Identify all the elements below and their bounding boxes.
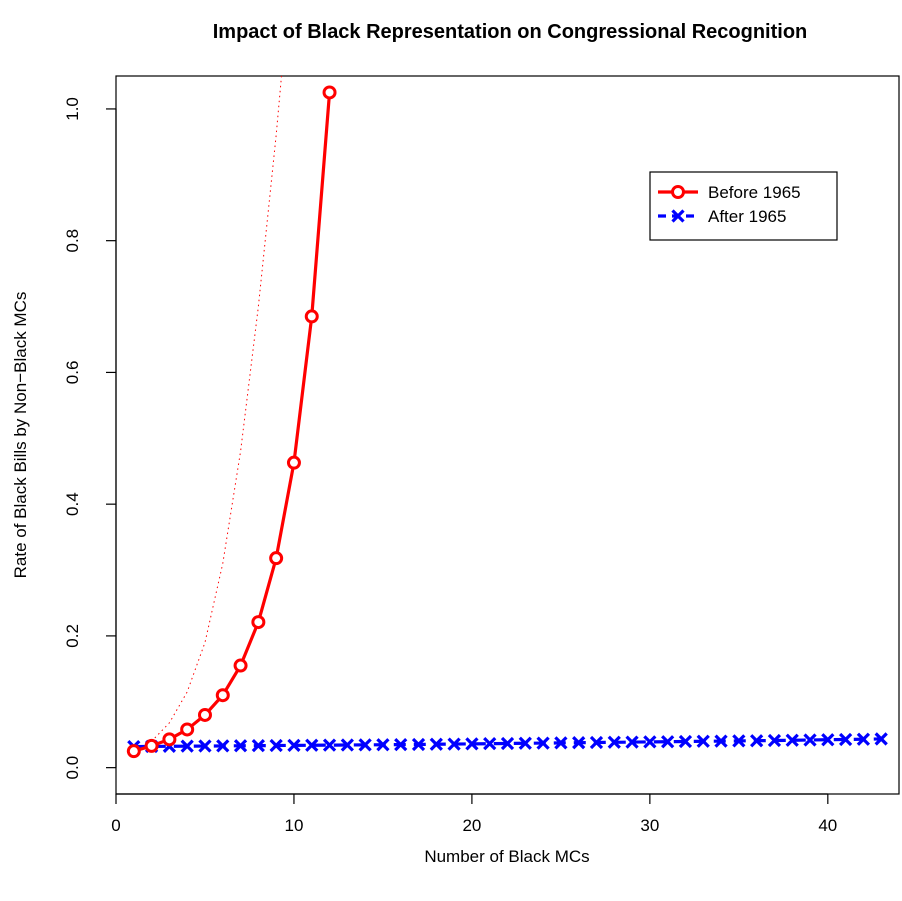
data-point — [216, 739, 230, 753]
data-point — [465, 737, 479, 751]
series-before-1965 — [126, 85, 337, 759]
data-point — [678, 734, 693, 749]
data-point — [233, 739, 248, 753]
data-point — [785, 733, 799, 747]
x-tick-label: 0 — [111, 816, 120, 835]
data-point — [696, 734, 710, 748]
data-point — [803, 733, 817, 747]
series-line — [133, 76, 282, 752]
chart-title: Impact of Black Representation on Congre… — [213, 21, 808, 43]
legend-marker — [671, 185, 685, 199]
data-point — [180, 722, 195, 737]
data-point — [322, 85, 337, 100]
data-point — [625, 735, 639, 749]
legend-box — [649, 171, 838, 241]
x-tick-label: 40 — [818, 816, 837, 835]
y-tick-label: 0.6 — [63, 361, 82, 385]
data-point — [411, 737, 426, 752]
data-point — [215, 688, 230, 703]
data-point — [269, 738, 283, 753]
data-point — [643, 735, 657, 749]
y-tick-label: 0.2 — [63, 624, 82, 648]
legend-marker — [671, 209, 685, 223]
x-axis-label: Number of Black MCs — [424, 847, 589, 866]
series-after-1965 — [127, 732, 888, 754]
data-point — [180, 739, 194, 753]
data-point — [305, 738, 319, 752]
data-point — [198, 739, 212, 753]
data-point — [838, 732, 853, 747]
y-axis-label: Rate of Black Bills by Non−Black MCs — [11, 292, 30, 579]
x-axis: 0 10 20 30 40 — [111, 793, 837, 835]
data-point — [287, 738, 301, 753]
data-point — [233, 658, 248, 673]
data-point — [340, 738, 354, 752]
legend: Before 1965 After 1965 — [649, 171, 838, 241]
legend-label: After 1965 — [708, 207, 786, 226]
y-tick-label: 1.0 — [63, 97, 82, 121]
y-tick-label: 0.0 — [63, 756, 82, 780]
data-point — [732, 734, 746, 748]
data-point — [554, 736, 568, 750]
data-point — [767, 733, 782, 748]
data-point — [269, 551, 284, 566]
data-point — [126, 744, 141, 759]
data-point — [429, 737, 443, 751]
data-point — [358, 738, 372, 752]
data-point — [500, 736, 515, 751]
data-point — [589, 735, 604, 750]
data-point — [162, 732, 177, 747]
data-point — [536, 736, 550, 750]
x-tick-label: 10 — [284, 816, 303, 835]
data-point — [856, 732, 871, 746]
data-point — [821, 733, 835, 747]
data-point — [607, 735, 621, 749]
series-reference-curve — [133, 76, 282, 752]
data-point — [661, 735, 675, 749]
data-point — [322, 738, 337, 752]
x-tick-label: 30 — [640, 816, 659, 835]
y-tick-label: 0.8 — [63, 229, 82, 253]
data-point — [394, 737, 408, 752]
data-point — [197, 707, 212, 722]
x-tick-label: 20 — [462, 816, 481, 835]
data-point — [251, 615, 266, 630]
data-point — [304, 309, 319, 324]
data-point — [518, 736, 532, 750]
data-point — [144, 738, 159, 753]
data-point — [874, 732, 888, 746]
data-point — [376, 738, 390, 752]
data-point — [750, 734, 764, 748]
data-point — [483, 737, 497, 751]
legend-label: Before 1965 — [708, 183, 801, 202]
series-layer — [126, 76, 888, 759]
series-line — [133, 92, 332, 753]
data-point — [251, 739, 265, 753]
data-point — [447, 737, 461, 751]
y-axis: 0.0 0.2 0.4 0.6 0.8 1.0 — [63, 97, 117, 780]
data-point — [286, 455, 301, 470]
data-point — [572, 736, 586, 750]
y-tick-label: 0.4 — [63, 492, 82, 516]
data-point — [714, 734, 728, 748]
